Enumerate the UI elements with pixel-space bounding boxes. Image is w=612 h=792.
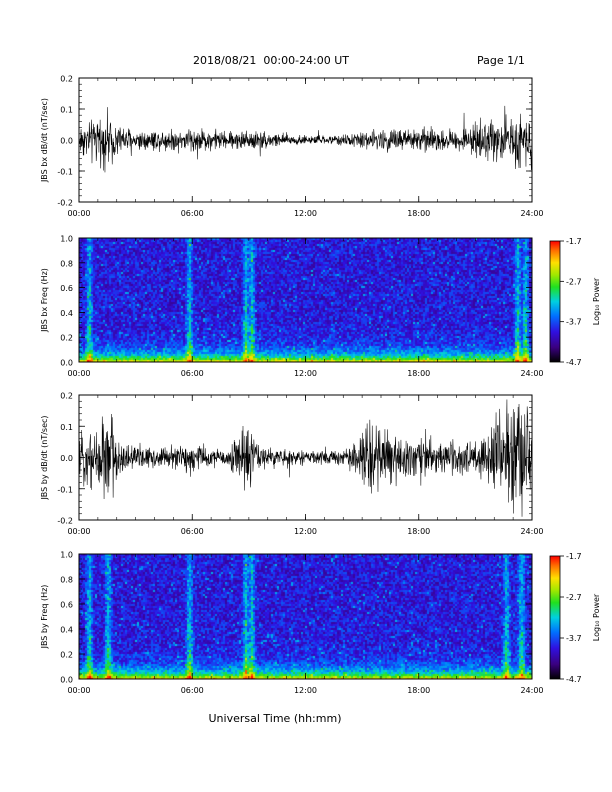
- x-tick-label: 06:00: [181, 686, 204, 695]
- x-tick-label: 00:00: [67, 369, 90, 378]
- plot-frame: [78, 237, 533, 363]
- spectrogram-image: [79, 554, 532, 679]
- x-tick-label: 12:00: [294, 369, 317, 378]
- panel-1-bx-timeseries: 0.2 0.1 0.0 -0.1 -0.200:00 06:00 12:00 18:00 24:…: [40, 75, 544, 219]
- y-tick-label: 0.1: [60, 423, 73, 432]
- x-tick-label: 12:00: [294, 209, 317, 218]
- panel-2-bx-spectrogram: 1.0 0.8 0.6 0.4 0.2 0.000:00 06:00 12:00 18:00 24…: [40, 235, 544, 379]
- x-tick-label: 24:00: [520, 686, 543, 695]
- colorbar-tick-label: -4.7: [566, 675, 582, 684]
- y-tick-label: 0.8: [60, 259, 73, 268]
- y-tick-label: 0.2: [60, 334, 73, 343]
- y-tick-label: 0.6: [60, 601, 73, 610]
- y-tick-label: 0.1: [60, 106, 73, 115]
- y-axis-label: JBS by Freq (Hz): [40, 585, 49, 650]
- series-line: [78, 399, 533, 517]
- colorbar-tick-label: -3.7: [566, 318, 582, 327]
- plot-frame: [78, 77, 533, 203]
- panel-4-by-spectrogram: 1.0 0.8 0.6 0.4 0.2 0.000:00 06:00 12:00 18:00 24…: [40, 551, 544, 696]
- x-tick-label: 06:00: [181, 527, 204, 536]
- colorbar-label: Log₁₀ Power: [592, 593, 601, 641]
- x-tick-label: 00:00: [67, 527, 90, 536]
- x-tick-label: 06:00: [181, 369, 204, 378]
- colorbar-top: -1.7 -2.7 -3.7 -4.7 Log₁₀ Power: [549, 237, 601, 367]
- colorbar-label: Log₁₀ Power: [592, 277, 601, 325]
- colorbar-tick-label: -1.7: [566, 237, 582, 246]
- x-tick-label: 12:00: [294, 686, 317, 695]
- y-axis-label: JBS bx dB/dt (nT/sec): [40, 98, 49, 183]
- y-tick-label: 0.2: [60, 651, 73, 660]
- y-axis-label: JBS bx Freq (Hz): [40, 268, 49, 333]
- y-tick-label: 0.8: [60, 576, 73, 585]
- header-page: Page 1/1: [477, 54, 525, 67]
- plot-frame: [78, 394, 533, 521]
- colorbar-tick-label: -2.7: [566, 593, 582, 602]
- spectrogram-image: [79, 238, 532, 362]
- x-tick-label: 18:00: [407, 686, 430, 695]
- y-axis-label: JBS by dB/dt (nT/sec): [40, 415, 49, 500]
- panel-3-by-timeseries: 0.2 0.1 0.0 -0.1 -0.200:00 06:00 12:00 18:00 24:…: [40, 392, 544, 537]
- y-tick-label: 1.0: [60, 235, 73, 244]
- spectrogram-canvas: [79, 238, 532, 362]
- colorbar-gradient: [549, 555, 561, 680]
- y-tick-label: -0.2: [57, 517, 73, 526]
- y-tick-label: 0.4: [60, 309, 73, 318]
- plot-frame: [78, 553, 533, 680]
- x-tick-label: 06:00: [181, 209, 204, 218]
- y-tick-label: 0.2: [60, 392, 73, 401]
- colorbar-tick-label: -3.7: [566, 634, 582, 643]
- x-tick-label: 18:00: [407, 209, 430, 218]
- x-tick-label: 24:00: [520, 527, 543, 536]
- y-tick-label: 0.0: [60, 359, 73, 368]
- x-tick-label: 18:00: [407, 527, 430, 536]
- y-tick-label: -0.1: [57, 168, 73, 177]
- colorbar-gradient: [549, 240, 561, 363]
- colorbar-tick-label: -1.7: [566, 552, 582, 561]
- y-tick-label: 1.0: [60, 551, 73, 560]
- x-tick-label: 00:00: [67, 209, 90, 218]
- x-tick-label: 00:00: [67, 686, 90, 695]
- x-tick-label: 12:00: [294, 527, 317, 536]
- colorbar-bottom: -1.7 -2.7 -3.7 -4.7 Log₁₀ Power: [549, 552, 601, 684]
- x-axis-title: Universal Time (hh:mm): [209, 712, 342, 725]
- y-tick-label: 0.0: [60, 454, 73, 463]
- series-line: [78, 105, 533, 173]
- y-tick-label: 0.0: [60, 137, 73, 146]
- spectrogram-canvas: [79, 554, 532, 679]
- y-tick-label: 0.6: [60, 284, 73, 293]
- x-tick-label: 24:00: [520, 369, 543, 378]
- colorbar-tick-label: -2.7: [566, 277, 582, 286]
- y-tick-label: 0.2: [60, 75, 73, 84]
- header-date: 2018/08/21 00:00-24:00 UT: [193, 54, 349, 67]
- y-tick-label: -0.2: [57, 199, 73, 208]
- y-tick-label: 0.0: [60, 676, 73, 685]
- colorbar-tick-label: -4.7: [566, 358, 582, 367]
- x-tick-label: 24:00: [520, 209, 543, 218]
- y-tick-label: 0.4: [60, 626, 73, 635]
- y-tick-label: -0.1: [57, 485, 73, 494]
- x-tick-label: 18:00: [407, 369, 430, 378]
